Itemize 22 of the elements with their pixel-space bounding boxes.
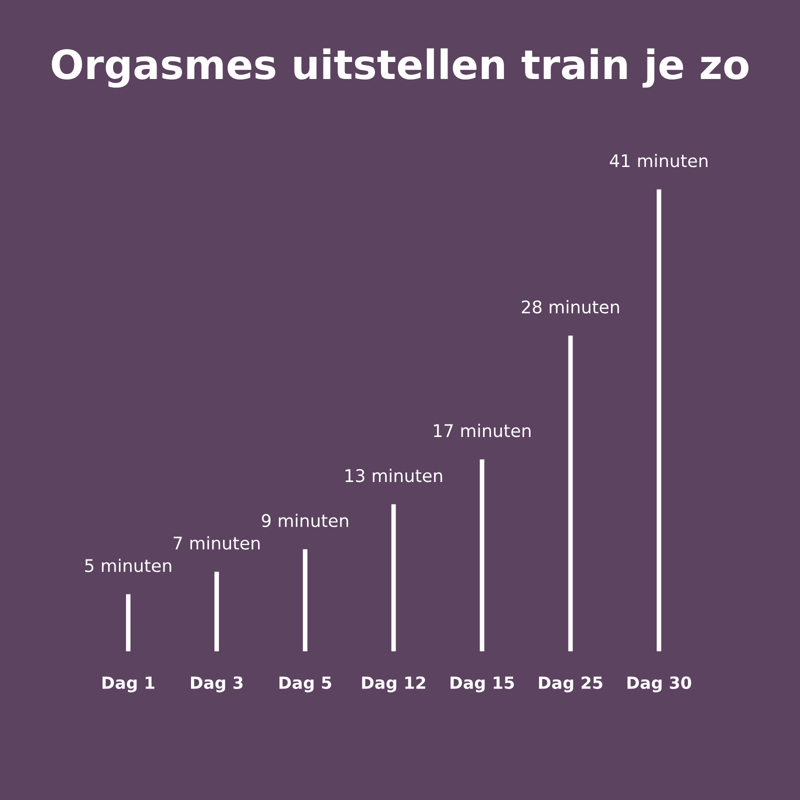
data-label: 13 minuten xyxy=(346,468,442,482)
data-label: 41 minuten xyxy=(610,154,708,168)
x-tick-label: Dag 1 xyxy=(102,676,154,692)
data-label: 5 minuten xyxy=(85,558,172,572)
x-tick-label: Dag 5 xyxy=(279,676,332,692)
data-label: 28 minuten xyxy=(522,300,619,314)
bar xyxy=(126,594,130,652)
x-tick-label: Dag 30 xyxy=(628,676,692,692)
chart-title: Orgasmes uitstellen train je zo xyxy=(52,48,748,88)
x-tick-label: Dag 15 xyxy=(450,676,514,692)
x-tick-label: Dag 12 xyxy=(362,676,426,692)
x-tick-label: Dag 3 xyxy=(191,676,243,692)
bar xyxy=(568,336,573,652)
bar xyxy=(656,189,662,652)
bar xyxy=(214,572,219,652)
data-label: 17 minuten xyxy=(434,424,531,438)
bar xyxy=(480,459,484,652)
x-tick-label: Dag 25 xyxy=(539,676,602,692)
bar xyxy=(302,549,308,652)
data-label: 9 minuten xyxy=(262,514,348,528)
data-label: 7 minuten xyxy=(174,536,260,550)
bar xyxy=(391,504,396,652)
